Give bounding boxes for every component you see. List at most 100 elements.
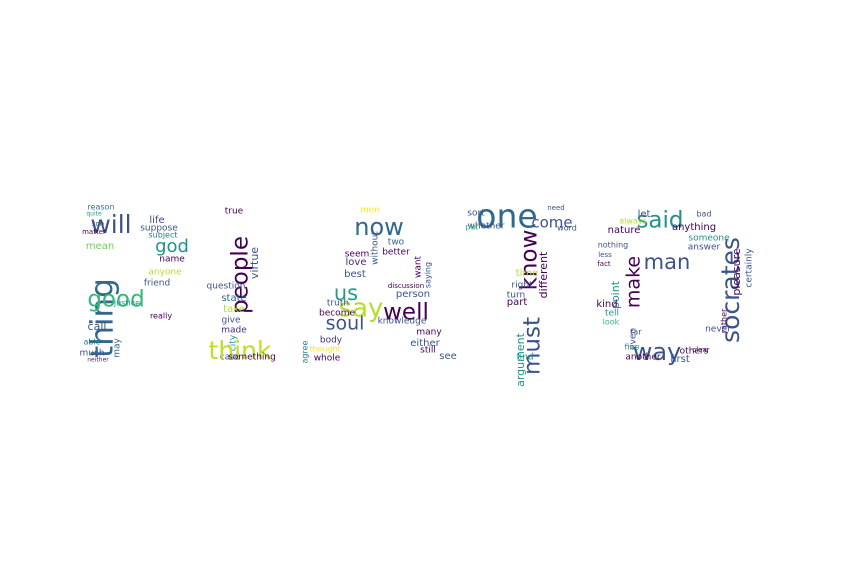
word-still: still <box>420 346 436 356</box>
word-kind: kind <box>596 299 617 310</box>
word-one: one <box>476 197 537 236</box>
word-life: life <box>149 215 164 226</box>
word-truth: truth <box>327 299 349 309</box>
word-said: said <box>636 208 683 234</box>
word-turn: turn <box>507 291 525 301</box>
word-first: first <box>670 354 690 365</box>
word-certainly: certainly <box>745 248 755 288</box>
word-matter: matter <box>82 228 106 236</box>
word-seem: seem <box>345 250 370 260</box>
word-never: never <box>705 325 731 335</box>
word-true: true <box>225 207 244 217</box>
word-knowledge: knowledge <box>378 317 427 327</box>
word-give: give <box>221 316 241 326</box>
word-always: always <box>619 217 646 226</box>
word-think: think <box>209 336 272 365</box>
word-question: question <box>207 282 246 292</box>
word-clear: clear <box>692 346 709 354</box>
word-either: either <box>410 338 440 349</box>
word-subject: subject <box>149 231 178 240</box>
word-quite: quite <box>86 211 102 218</box>
word-friend: friend <box>144 279 170 289</box>
word-may: may <box>113 338 123 358</box>
word-reason: reason <box>87 203 114 212</box>
word-someone: someone <box>688 234 730 244</box>
word-rather: rather <box>720 308 729 333</box>
word-make: make <box>623 256 645 308</box>
word-neither: neither <box>87 357 109 364</box>
word-want: want <box>414 255 424 278</box>
word-call: call <box>88 320 107 333</box>
word-case: case <box>220 353 241 363</box>
word-men: men <box>360 206 380 216</box>
word-really: really <box>150 312 172 321</box>
word-virtue: virtue <box>248 247 261 279</box>
word-anyone: anyone <box>148 268 182 278</box>
word-tell: tell <box>605 309 619 319</box>
word-time: time <box>516 268 539 279</box>
word-son: son <box>92 220 104 228</box>
word-suppose: suppose <box>140 224 178 234</box>
word-mean: mean <box>86 241 114 252</box>
word-another: another <box>625 353 660 363</box>
word-take: take <box>223 304 245 315</box>
word-less: less <box>598 251 612 259</box>
word-answer: answer <box>688 243 721 253</box>
word-need: need <box>547 204 565 212</box>
word-many: many <box>416 328 442 338</box>
word-state: state <box>221 293 246 304</box>
word-good: good <box>87 287 144 313</box>
word-justice: justice <box>113 299 140 308</box>
word-socrates: socrates <box>716 237 745 343</box>
word-let: let <box>638 209 651 220</box>
word-made: made <box>221 326 247 336</box>
word-whole: whole <box>314 354 341 364</box>
word-man: man <box>644 250 691 274</box>
word-far: far <box>630 328 642 337</box>
word-us: us <box>334 281 358 305</box>
word-discussion: discussion <box>388 282 424 290</box>
word-anything: anything <box>672 222 716 233</box>
word-part: part <box>507 297 528 308</box>
word-pleasure: pleasure <box>730 248 743 296</box>
word-now: now <box>354 213 404 241</box>
word-without: without <box>371 231 381 265</box>
word-two: two <box>388 238 405 248</box>
word-put: put <box>465 223 478 232</box>
word-word: word <box>557 224 577 233</box>
word-well: well <box>383 300 429 326</box>
word-best: best <box>344 269 366 280</box>
word-know: know <box>517 230 543 291</box>
word-able: able <box>83 338 100 347</box>
word-better: better <box>382 248 410 258</box>
word-thought: thought <box>309 345 340 354</box>
word-nothing: nothing <box>598 241 629 250</box>
word-fact: fact <box>597 260 611 268</box>
word-say: say <box>339 294 384 324</box>
word-come: come <box>531 214 572 232</box>
word-nature: nature <box>608 225 641 236</box>
word-different: different <box>537 251 550 298</box>
word-will: will <box>90 210 131 239</box>
word-fine: fine <box>624 343 639 352</box>
word-body: body <box>320 336 343 346</box>
word-bad: bad <box>696 210 711 219</box>
word-city: city <box>229 334 239 351</box>
word-name: name <box>159 255 185 265</box>
word-become: become <box>319 309 355 319</box>
word-must: must <box>520 317 546 375</box>
word-whether: whether <box>467 222 504 232</box>
word-point: point <box>609 280 622 309</box>
word-something: something <box>228 353 276 363</box>
word-find: find <box>516 353 533 363</box>
word-saying: saying <box>424 262 433 288</box>
word-even: even <box>629 328 639 350</box>
word-way: way <box>633 338 682 366</box>
word-see: see <box>439 351 457 362</box>
word-people: people <box>228 236 254 314</box>
word-soul: soul <box>326 313 365 335</box>
word-much: much <box>79 349 104 359</box>
word-person: person <box>396 289 430 300</box>
